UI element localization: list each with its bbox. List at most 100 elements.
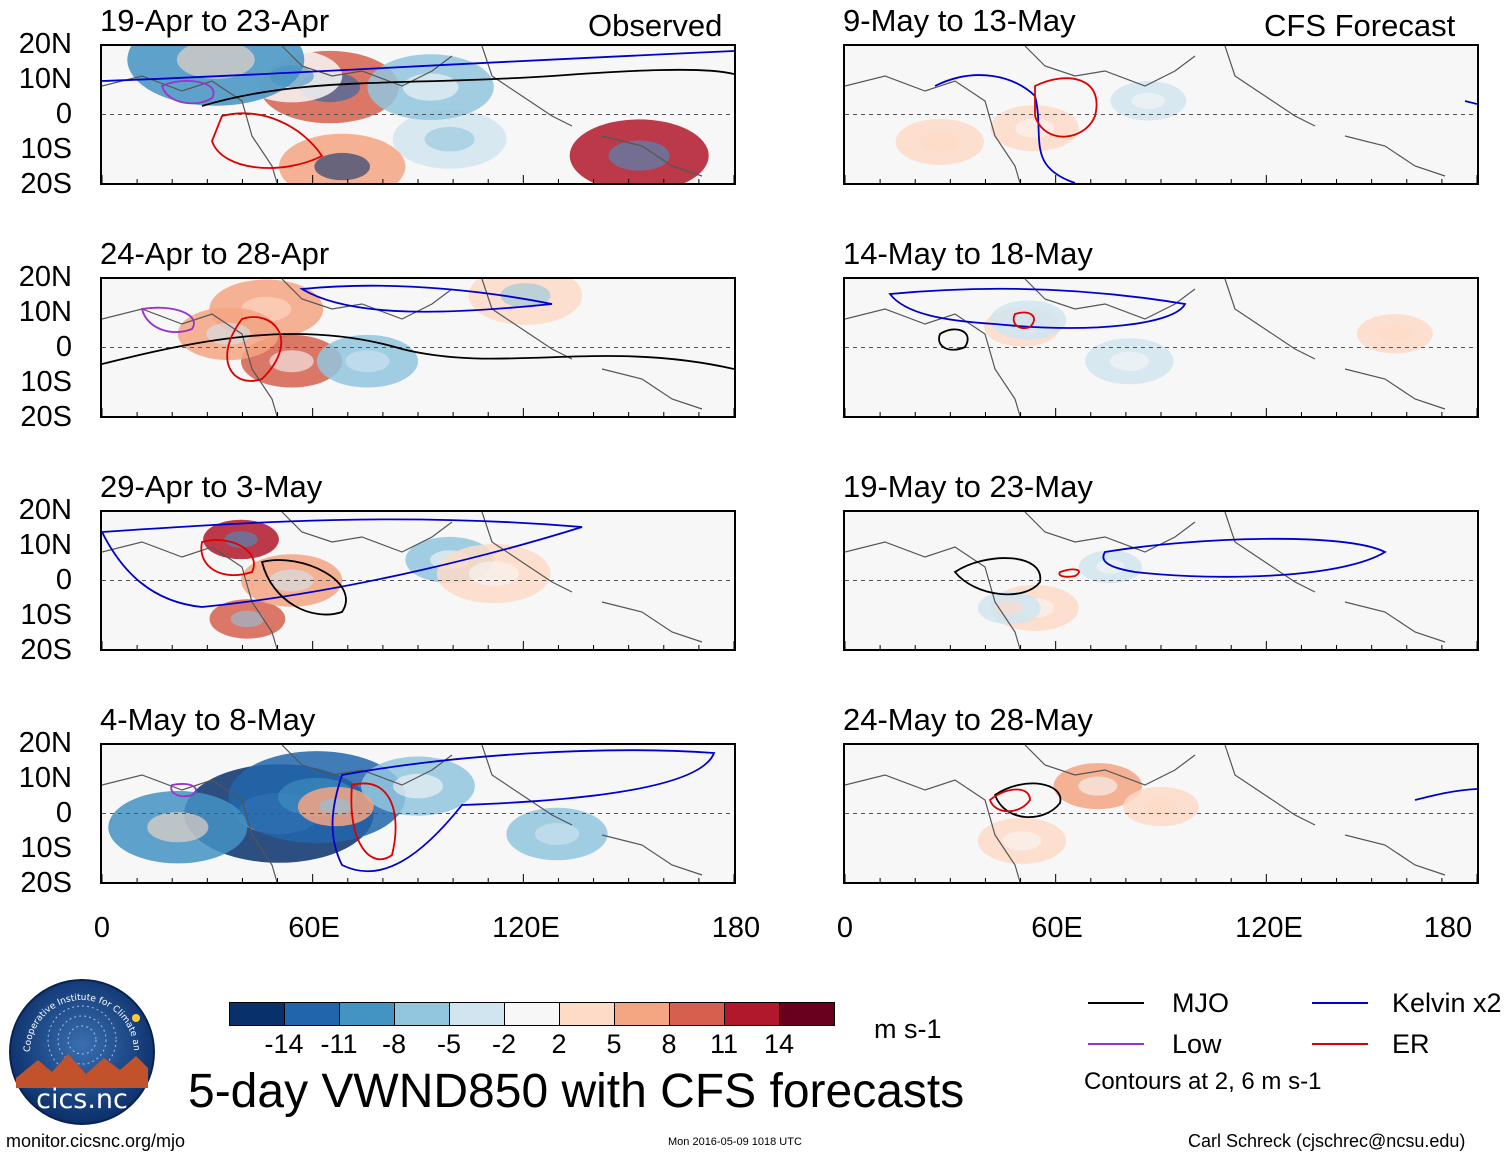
wave-contour	[993, 782, 1062, 818]
lat-tick-0-4: 20S	[20, 168, 72, 200]
panel-title-5: 9-May to 13-May	[843, 3, 1076, 38]
observed-header: Observed	[588, 8, 723, 43]
legend-kelvin-label: Kelvin x2	[1392, 988, 1502, 1018]
lat-tick-3-1: 10N	[18, 762, 72, 794]
lon-tick-60e-right: 60E	[1031, 912, 1083, 944]
colorbar-tick-label: 5	[606, 1029, 622, 1059]
legend-er-label: ER	[1392, 1029, 1430, 1059]
logo-text: cics.nc	[36, 1084, 128, 1115]
anomaly-core	[424, 126, 475, 152]
colorbar-tick-label: 2	[551, 1029, 567, 1059]
lon-tick-120e-left: 120E	[492, 912, 560, 944]
colorbar-swatch	[394, 1002, 450, 1026]
anomaly-core	[1015, 118, 1055, 138]
legend-low-label: Low	[1172, 1029, 1222, 1059]
colorbar-tick-label: 14	[763, 1029, 795, 1059]
anomaly-core	[319, 798, 353, 815]
anomaly-core	[1131, 92, 1166, 109]
wave-contour	[1414, 788, 1477, 801]
coastline	[102, 512, 703, 649]
coastline	[102, 46, 703, 183]
lat-tick-2-0: 20N	[18, 494, 72, 526]
colorbar-swatch	[449, 1002, 505, 1026]
colorbar-swatch	[284, 1002, 340, 1026]
colorbar-swatch	[339, 1002, 395, 1026]
wave-contour	[953, 557, 1041, 596]
lat-tick-2-2: 0	[55, 564, 72, 596]
anomaly-core	[534, 823, 580, 845]
wave-contour	[938, 328, 969, 351]
anomaly-core	[995, 601, 1024, 615]
coastline	[102, 745, 703, 882]
colorbar-tick-label: -2	[491, 1029, 516, 1059]
chart-title: 5-day VWND850 with CFS forecasts	[188, 1065, 965, 1118]
lat-tick-3-0: 20N	[18, 727, 72, 759]
anomaly-core	[393, 773, 443, 799]
coastline	[845, 512, 1446, 649]
colorbar-swatch	[614, 1002, 670, 1026]
legend-low-line	[1088, 1043, 1144, 1045]
colorbar-swatch	[559, 1002, 615, 1026]
wave-contour	[1464, 100, 1477, 105]
forecast-header: CFS Forecast	[1264, 8, 1456, 43]
panel-title-3: 29-Apr to 3-May	[100, 469, 323, 504]
panel-title-4: 4-May to 8-May	[100, 702, 316, 737]
lon-tick-180-left: 180	[711, 912, 761, 944]
anomaly-core	[1144, 798, 1178, 815]
anomaly-core	[920, 132, 960, 152]
wave-contour	[201, 68, 734, 107]
map-panel-7	[843, 510, 1479, 651]
wave-contour	[226, 316, 283, 382]
coastline	[845, 745, 1446, 882]
anomaly-core	[147, 812, 209, 843]
wave-contour	[988, 788, 1031, 813]
legend-mjo-label: MJO	[1172, 988, 1229, 1018]
wave-contour	[102, 518, 583, 608]
colorbar	[229, 1002, 835, 1026]
anomaly-core	[1011, 311, 1045, 329]
coastline	[102, 279, 703, 416]
anomaly-core	[1109, 351, 1149, 371]
lat-tick-1-1: 10N	[18, 296, 72, 328]
colorbar-swatch	[779, 1002, 835, 1026]
colorbar-tick-label: -8	[381, 1029, 406, 1059]
coastline	[845, 46, 1446, 183]
legend-er-line	[1312, 1043, 1368, 1045]
wave-contour	[888, 287, 1187, 329]
lon-tick-0-left: 0	[93, 912, 111, 944]
coastline	[845, 279, 1446, 416]
wave-contour	[1102, 537, 1387, 578]
footer-credit: Carl Schreck (cjschrec@ncsu.edu)	[1188, 1131, 1466, 1151]
lat-tick-3-3: 10S	[20, 832, 72, 864]
wave-contour	[1012, 311, 1035, 329]
anomaly-core	[1378, 325, 1412, 342]
lat-tick-3-2: 0	[55, 797, 72, 829]
anomaly-core	[230, 610, 265, 628]
panel-title-7: 19-May to 23-May	[843, 469, 1093, 504]
map-panel-6	[843, 277, 1479, 418]
panel-title-1: 19-Apr to 23-Apr	[100, 3, 330, 38]
wave-contour	[160, 80, 215, 105]
anomaly-core	[1096, 559, 1125, 574]
wave-contour	[102, 50, 734, 82]
map-panel-5	[843, 44, 1479, 185]
anomaly-core	[402, 73, 459, 101]
footer-url[interactable]: monitor.cicsnc.org/mjo	[6, 1131, 186, 1151]
anomaly-core	[345, 350, 390, 373]
anomaly-core	[269, 569, 314, 592]
anomaly-core	[224, 531, 258, 548]
map-panel-2	[100, 277, 736, 418]
wave-contour	[1034, 77, 1098, 138]
anomaly-core	[1002, 831, 1042, 851]
lat-tick-1-2: 0	[55, 331, 72, 363]
colorbar-tick-label: 11	[709, 1029, 739, 1059]
colorbar-units: m s-1	[874, 1014, 942, 1044]
anomaly-core	[269, 350, 314, 373]
lat-tick-0-3: 10S	[20, 133, 72, 165]
panel-title-6: 14-May to 18-May	[843, 236, 1093, 271]
lat-tick-1-3: 10S	[20, 366, 72, 398]
wave-contour	[211, 112, 324, 169]
colorbar-swatch	[669, 1002, 725, 1026]
anomaly-core	[608, 140, 670, 171]
colorbar-tick-label: -14	[264, 1029, 304, 1059]
